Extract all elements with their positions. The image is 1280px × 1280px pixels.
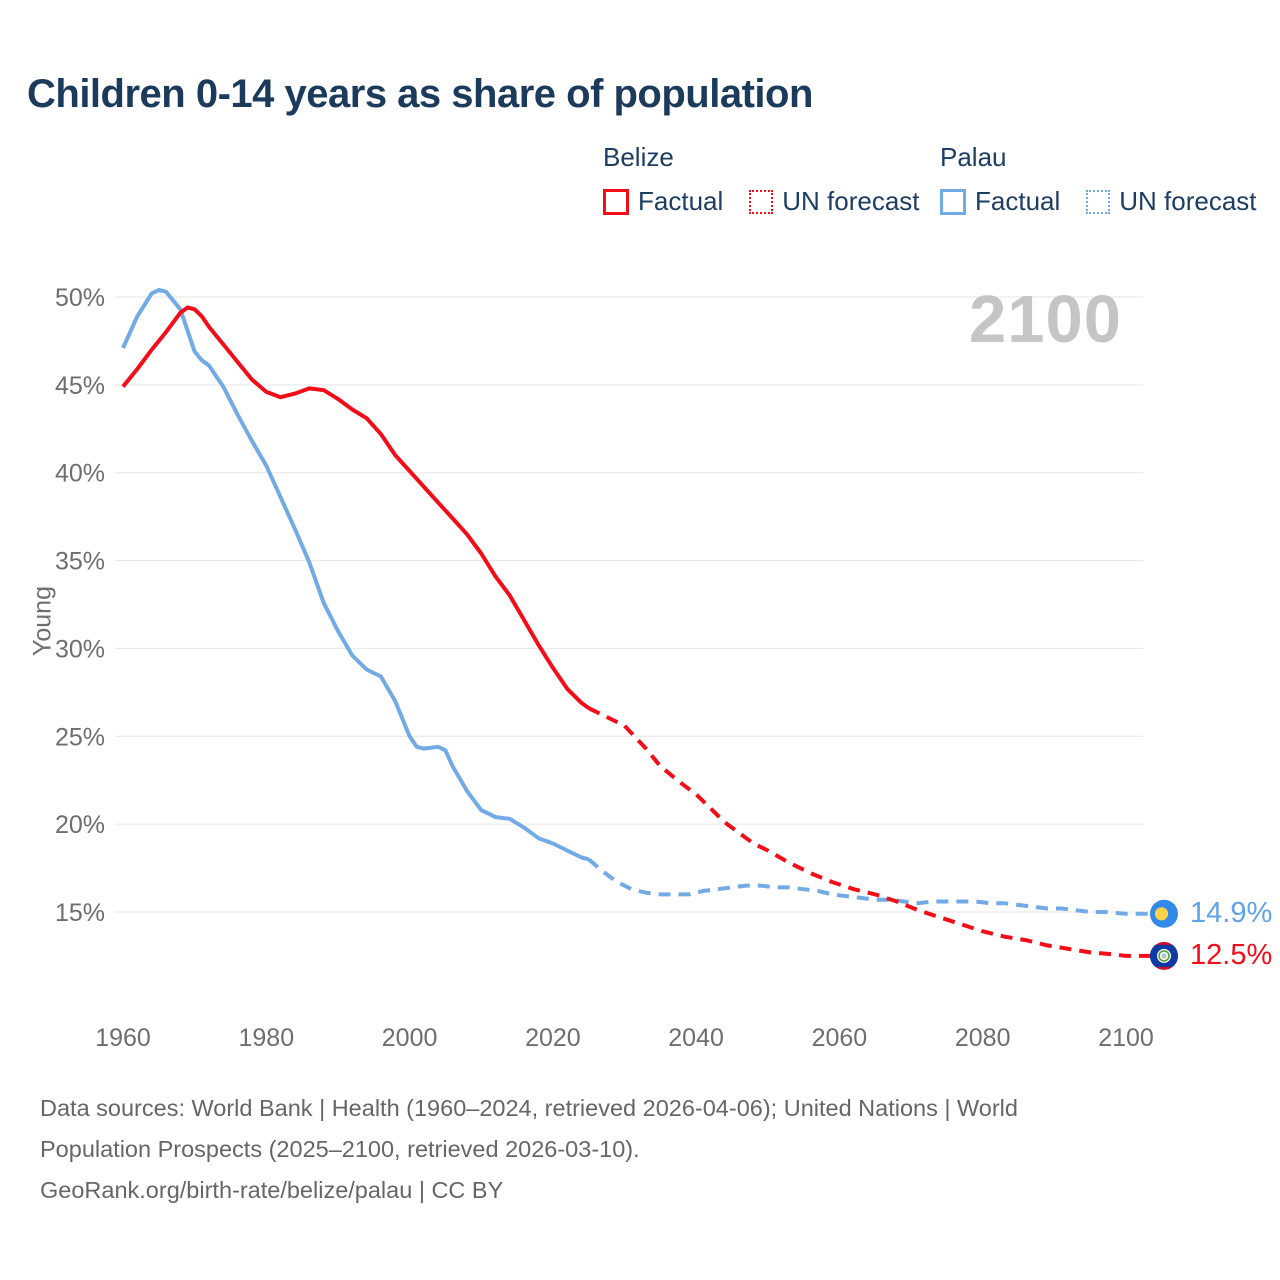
y-axis-label: Young: [28, 586, 57, 656]
x-tick-label: 2080: [955, 1024, 1011, 1052]
x-tick-label: 2040: [668, 1024, 724, 1052]
y-tick-label: 40%: [55, 460, 105, 488]
legend-row-palau: Factual UN forecast: [940, 186, 1257, 217]
belize-flag-marker: [1150, 941, 1178, 970]
legend-group-belize: Belize Factual UN forecast: [603, 142, 920, 217]
y-tick-label: 30%: [55, 635, 105, 663]
series-belize-factual: [121, 305, 590, 710]
belize-flag-arms-detail: [1162, 956, 1166, 959]
belize-flag-arms: [1161, 953, 1167, 959]
legend-item-palau-forecast[interactable]: UN forecast: [1086, 186, 1257, 217]
y-tick-label: 35%: [55, 548, 105, 576]
y-tick-label: 25%: [55, 723, 105, 751]
y-tick-label: 45%: [55, 372, 105, 400]
x-tick-label: 2100: [1098, 1024, 1154, 1052]
end-value-label-belize: 12.5%: [1190, 939, 1273, 971]
x-tick-label: 2000: [382, 1024, 438, 1052]
footer-line-2: Population Prospects (2025–2100, retriev…: [40, 1136, 640, 1162]
footer-line-3: GeoRank.org/birth-rate/belize/palau | CC…: [40, 1177, 504, 1203]
legend-group-palau: Palau Factual UN forecast: [940, 142, 1257, 217]
legend-item-label: Factual: [975, 186, 1061, 216]
legend-row-belize: Factual UN forecast: [603, 186, 920, 217]
forecast-swatch-belize: [749, 189, 774, 214]
y-tick-label: 50%: [55, 284, 105, 312]
footer-line-1: Data sources: World Bank | Health (1960–…: [40, 1095, 1018, 1121]
belize-flag-wreath: [1158, 950, 1170, 962]
y-tick-label: 15%: [55, 899, 105, 927]
y-tick-label: 20%: [55, 811, 105, 839]
legend-group-title-palau: Palau: [940, 142, 1007, 172]
series-belize-un-forecast: [587, 706, 1152, 958]
forecast-swatch-palau: [1086, 189, 1111, 214]
x-tick-label: 2060: [812, 1024, 868, 1052]
grid-layer: 50% 45% 40% 35% 30% 25% 20% 15% 1960 1980 2000 2020…: [55, 284, 1154, 1052]
palau-flag-marker: [1150, 899, 1178, 928]
legend-item-label: Factual: [638, 186, 724, 216]
series-palau-factual: [121, 288, 590, 862]
page-title: Children 0-14 years as share of populati…: [27, 72, 813, 116]
x-tick-label: 1960: [95, 1024, 151, 1052]
series-palau-un-forecast: [587, 857, 1152, 916]
year-watermark: 2100: [968, 282, 1122, 357]
x-tick-label: 2020: [525, 1024, 581, 1052]
series-layer: [121, 288, 1152, 958]
legend-item-label: UN forecast: [782, 186, 920, 216]
factual-swatch-palau: [940, 188, 966, 215]
legend-item-belize-factual[interactable]: Factual: [603, 186, 723, 217]
legend-group-title-belize: Belize: [603, 142, 674, 172]
x-tick-label: 1980: [238, 1024, 294, 1052]
palau-flag-sun: [1154, 907, 1169, 921]
legend-item-belize-forecast[interactable]: UN forecast: [749, 186, 920, 217]
factual-swatch-belize: [603, 188, 629, 215]
legend-item-palau-factual[interactable]: Factual: [940, 186, 1060, 217]
legend-item-label: UN forecast: [1119, 186, 1257, 216]
footer-attribution: Data sources: World Bank | Health (1960–…: [40, 1088, 1170, 1211]
end-value-label-palau: 14.9%: [1190, 897, 1273, 929]
